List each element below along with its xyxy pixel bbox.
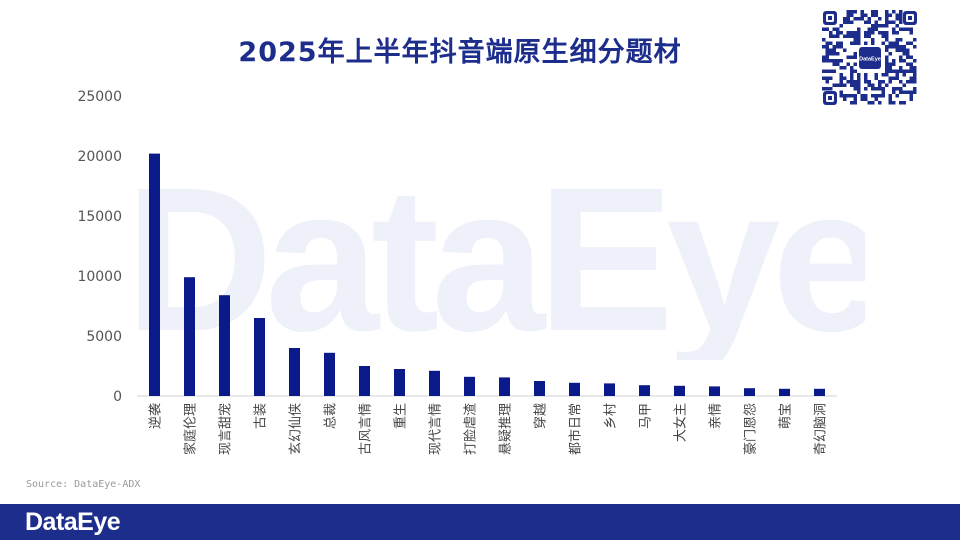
- x-tick-label: 奇幻脑洞: [813, 403, 829, 455]
- bar: [254, 318, 265, 396]
- bar: [639, 385, 650, 396]
- bar: [499, 377, 510, 396]
- chart-title: 2025年上半年抖音端原生细分题材: [238, 37, 682, 68]
- bar: [674, 385, 685, 396]
- y-tick-label: 0: [113, 389, 122, 405]
- x-tick-label: 马甲: [639, 403, 654, 429]
- y-tick-label: 25000: [77, 89, 122, 105]
- dataeye-watermark: DataEye: [125, 160, 865, 360]
- x-tick-label: 亲情: [709, 403, 724, 429]
- bar: [534, 381, 545, 396]
- bar: [219, 295, 230, 396]
- x-tick-label: 悬疑推理: [498, 403, 514, 455]
- footer-logo: DataEye: [25, 508, 121, 536]
- y-tick-label: 5000: [86, 329, 122, 345]
- bar: [394, 369, 405, 396]
- y-tick-label: 15000: [77, 209, 122, 225]
- x-tick-label: 重生: [393, 403, 409, 429]
- qr-code-icon: DataEye: [820, 8, 920, 108]
- bar: [709, 386, 720, 396]
- x-tick-label: 玄幻仙侠: [289, 403, 304, 455]
- x-tick-label: 打脸虐渣: [463, 403, 479, 455]
- bar: [744, 388, 755, 396]
- bar: [604, 383, 615, 396]
- bar: [289, 348, 300, 396]
- bar: [324, 352, 335, 396]
- bar: [464, 376, 475, 396]
- x-tick-label: 穿越: [533, 403, 549, 429]
- x-tick-label: 家庭伦理: [183, 403, 199, 455]
- x-tick-label: 都市日常: [568, 403, 584, 455]
- x-tick-label: 古装: [254, 403, 269, 429]
- x-tick-label: 现言甜宠: [218, 403, 234, 455]
- qr-center-label: DataEye: [859, 57, 881, 63]
- bar: [779, 388, 790, 396]
- source-note: Source: DataEye-ADX: [26, 479, 141, 490]
- bar: [149, 153, 160, 396]
- y-tick-label: 20000: [77, 149, 122, 165]
- x-tick-label: 乡村: [604, 403, 619, 429]
- bar: [359, 366, 370, 396]
- bar: [429, 370, 440, 396]
- bar-chart: 0 5000 10000 15000 20000 25000 逆袭 家庭伦理 现言甜宠 古装 玄幻…: [77, 89, 837, 455]
- bar: [184, 277, 195, 396]
- x-tick-label: 逆袭: [148, 403, 164, 429]
- footer-bar: DataEye: [0, 504, 960, 540]
- bar: [569, 382, 580, 396]
- bar: [814, 388, 825, 396]
- y-tick-label: 10000: [77, 269, 122, 285]
- x-tick-label: 豪门恩怨: [743, 403, 759, 455]
- x-tick-label: 萌宝: [779, 403, 794, 429]
- x-tick-label: 大女主: [673, 403, 689, 442]
- x-tick-label: 总裁: [323, 403, 339, 429]
- x-tick-label: 古风言情: [359, 403, 374, 455]
- x-tick-label: 现代言情: [429, 403, 444, 455]
